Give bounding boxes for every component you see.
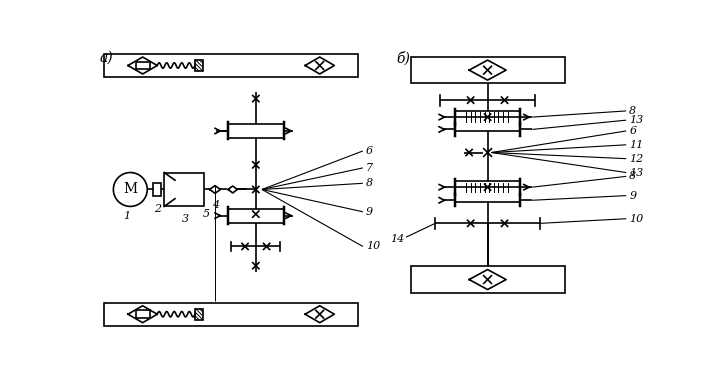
Bar: [104, 303, 358, 326]
Text: 8: 8: [629, 106, 636, 116]
Text: 10: 10: [629, 214, 644, 224]
Bar: [136, 62, 149, 69]
Text: 2: 2: [154, 205, 161, 215]
Bar: [228, 124, 283, 138]
Bar: [136, 310, 149, 318]
Bar: [195, 309, 202, 319]
Text: 4: 4: [212, 200, 219, 210]
Text: 10: 10: [366, 241, 380, 251]
Text: 9: 9: [629, 191, 636, 200]
Text: 9: 9: [366, 207, 373, 217]
Text: М: М: [123, 182, 137, 196]
Text: 11: 11: [629, 140, 644, 150]
Text: 13: 13: [629, 168, 644, 177]
Text: 14: 14: [390, 234, 404, 244]
Bar: [411, 266, 564, 293]
Text: 5: 5: [202, 209, 210, 219]
Text: 3: 3: [182, 214, 189, 224]
Bar: [455, 187, 520, 202]
Text: a): a): [100, 51, 113, 65]
Bar: [455, 181, 520, 193]
Text: 1: 1: [124, 211, 131, 221]
Text: б): б): [396, 51, 411, 65]
Bar: [455, 117, 520, 131]
Text: 7: 7: [366, 163, 373, 173]
Bar: [164, 172, 204, 207]
Text: 8: 8: [366, 178, 373, 188]
Bar: [154, 183, 161, 196]
Bar: [195, 60, 202, 71]
Bar: [104, 54, 358, 77]
Text: 12: 12: [629, 153, 644, 164]
Text: 6: 6: [366, 146, 373, 156]
Bar: [228, 209, 283, 222]
Text: 13: 13: [629, 115, 644, 125]
Bar: [411, 57, 564, 83]
Text: 6: 6: [629, 126, 636, 136]
Bar: [455, 111, 520, 123]
Text: 8: 8: [629, 171, 636, 182]
